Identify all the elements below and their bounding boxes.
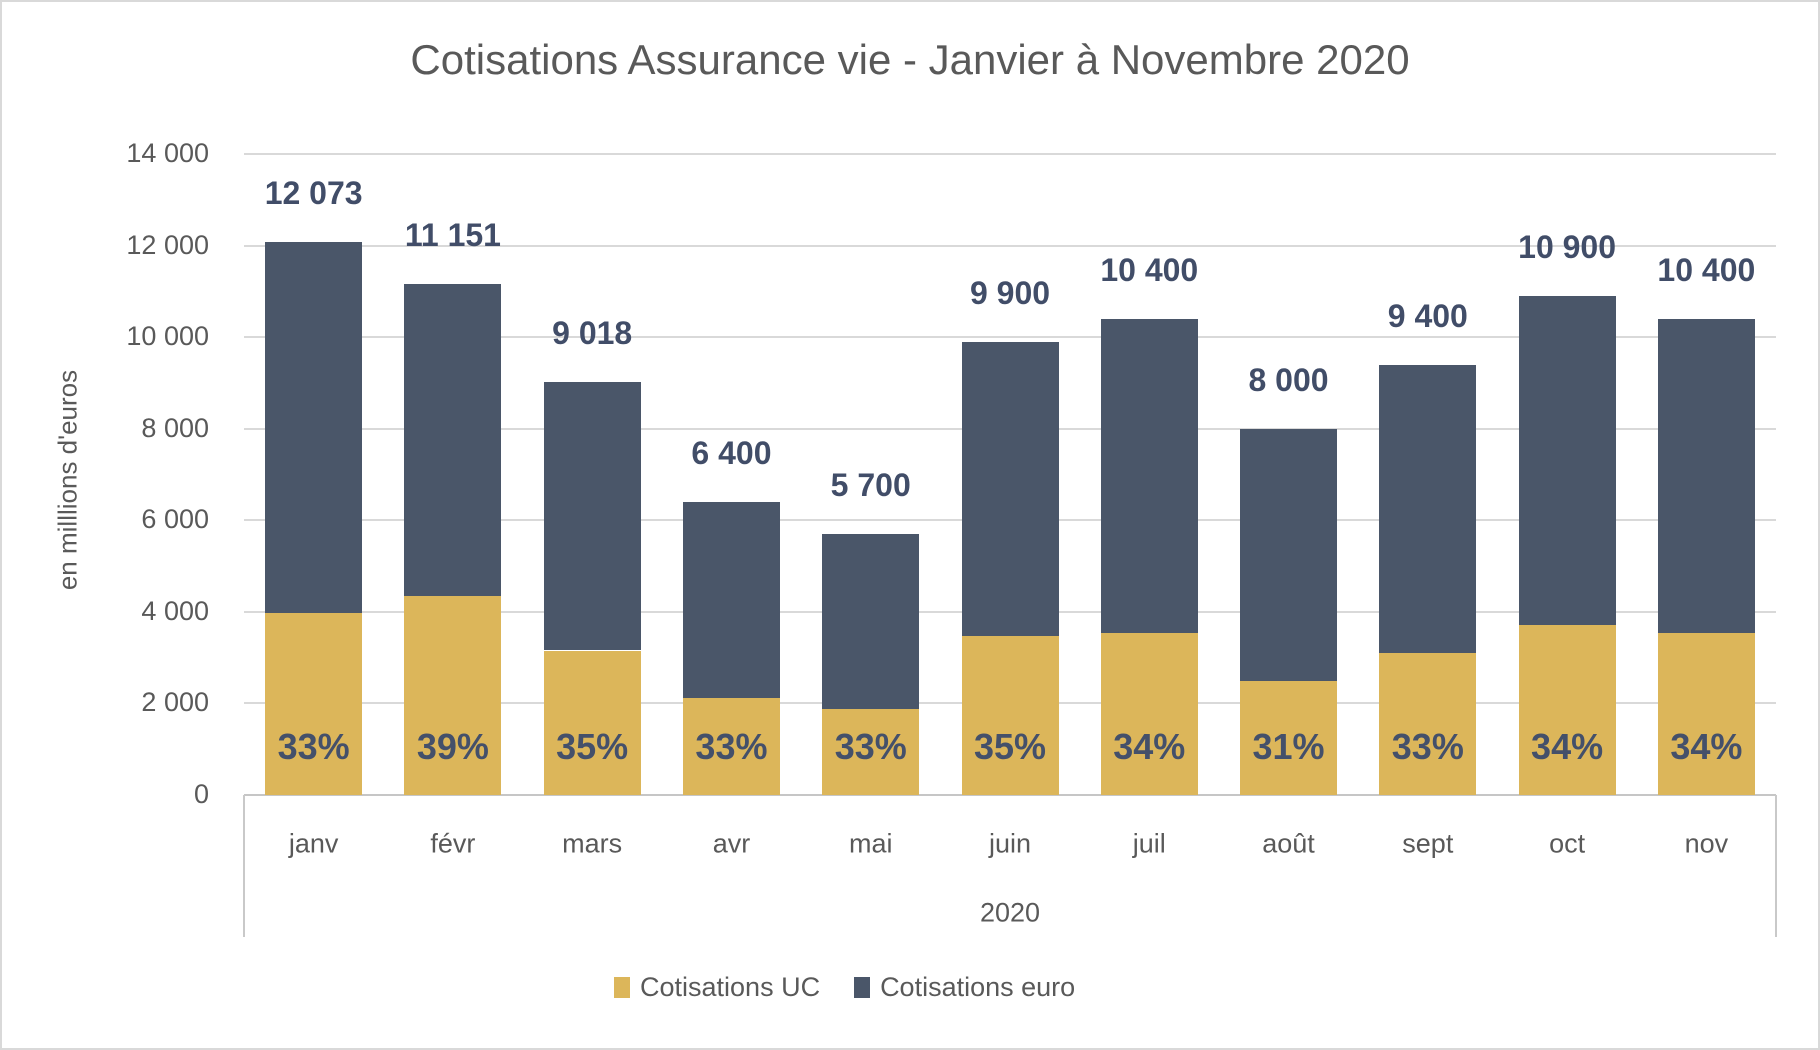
y-tick-label: 4 000 [141, 595, 209, 626]
total-data-label: 5 700 [830, 467, 911, 504]
bar-segment-uc[interactable] [1379, 652, 1477, 795]
gridline [244, 244, 1776, 247]
bar-segment-euro[interactable] [404, 284, 502, 596]
category-axis-right-line [1775, 795, 1777, 937]
y-tick-label: 10 000 [126, 321, 209, 352]
bar-segment-euro[interactable] [1657, 318, 1755, 634]
x-tick-label: juil [1132, 828, 1166, 859]
legend-item-uc[interactable]: Cotisations UC [614, 972, 820, 1003]
total-data-label: 6 400 [691, 434, 772, 471]
uc-share-label: 33% [1391, 726, 1464, 767]
x-axis-line [244, 794, 1776, 796]
bar-segment-uc[interactable] [1240, 681, 1338, 795]
bar-segment-euro[interactable] [1240, 428, 1338, 682]
x-tick-label: oct [1549, 828, 1586, 859]
uc-share-label: 39% [416, 726, 489, 767]
bar-segment-uc[interactable] [1657, 633, 1755, 795]
total-data-label: 9 400 [1387, 297, 1468, 334]
total-data-label: 8 000 [1248, 361, 1329, 398]
x-axis-year-label: 2020 [979, 897, 1041, 928]
x-tick-label: sept [1402, 828, 1454, 859]
bar-segment-euro[interactable] [1100, 318, 1198, 634]
bar-segment-euro[interactable] [822, 534, 920, 709]
bar-segment-uc[interactable] [682, 698, 780, 795]
bar-segment-euro[interactable] [1518, 295, 1616, 626]
total-data-label: 10 400 [1657, 251, 1756, 288]
x-tick-label: mars [562, 828, 623, 859]
uc-share-label: 31% [1252, 726, 1325, 767]
total-data-label: 9 900 [969, 274, 1051, 311]
uc-share-label: 35% [973, 726, 1047, 767]
bar-segment-uc[interactable] [961, 636, 1059, 795]
x-tick-label: nov [1684, 828, 1729, 859]
bar-segment-uc[interactable] [404, 595, 502, 795]
bar-segment-uc[interactable] [822, 708, 920, 795]
x-tick-label: janv [288, 828, 339, 859]
bar-segment-euro[interactable] [682, 501, 780, 699]
total-data-label: 11 151 [404, 217, 501, 254]
bar-segment-uc[interactable] [1100, 633, 1198, 795]
y-axis-title: en milllions d'euros [52, 369, 83, 591]
legend-swatch-uc-icon [614, 977, 630, 998]
legend-swatch-euro-icon [854, 977, 871, 998]
y-tick-label: 2 000 [141, 687, 209, 718]
x-tick-label: févr [430, 828, 476, 859]
gridline [244, 336, 1776, 339]
legend-item-euro[interactable]: Cotisations euro [854, 972, 1075, 1003]
legend-label: Cotisations euro [880, 972, 1076, 1002]
uc-share-label: 33% [695, 726, 768, 767]
legend: Cotisations UC Cotisations euro [614, 972, 1075, 1003]
bar-segment-euro[interactable] [1379, 364, 1477, 653]
total-data-label: 10 900 [1518, 228, 1617, 265]
gridline [244, 153, 1776, 155]
y-tick-label: 8 000 [141, 412, 209, 443]
bar-segment-uc[interactable] [543, 650, 641, 795]
chart-title: Cotisations Assurance vie - Janvier à No… [410, 36, 1410, 83]
x-tick-label: avr [712, 828, 751, 859]
bar-segment-euro[interactable] [543, 382, 641, 651]
uc-share-label: 33% [834, 726, 907, 767]
x-tick-label: juin [988, 828, 1032, 859]
y-tick-label: 0 [193, 778, 209, 809]
legend-label: Cotisations UC [640, 972, 821, 1002]
bar-segment-uc[interactable] [1518, 625, 1616, 795]
bar-segment-euro[interactable] [265, 242, 363, 613]
uc-share-label: 33% [277, 726, 350, 767]
uc-share-label: 34% [1113, 726, 1186, 767]
bar-segment-euro[interactable] [961, 341, 1059, 637]
total-data-label: 10 400 [1100, 251, 1199, 288]
x-tick-label: mai [848, 828, 893, 859]
uc-share-label: 35% [556, 726, 629, 767]
total-data-label: 9 018 [552, 315, 633, 352]
uc-share-label: 34% [1670, 726, 1743, 767]
y-tick-label: 6 000 [141, 504, 209, 535]
total-data-label: 12 073 [264, 175, 363, 212]
y-tick-label: 14 000 [126, 137, 209, 168]
bar-segment-uc[interactable] [265, 612, 363, 795]
category-axis-left-line [243, 795, 245, 937]
uc-share-label: 34% [1531, 726, 1604, 767]
x-tick-label: août [1262, 828, 1315, 859]
y-tick-label: 12 000 [126, 229, 209, 260]
